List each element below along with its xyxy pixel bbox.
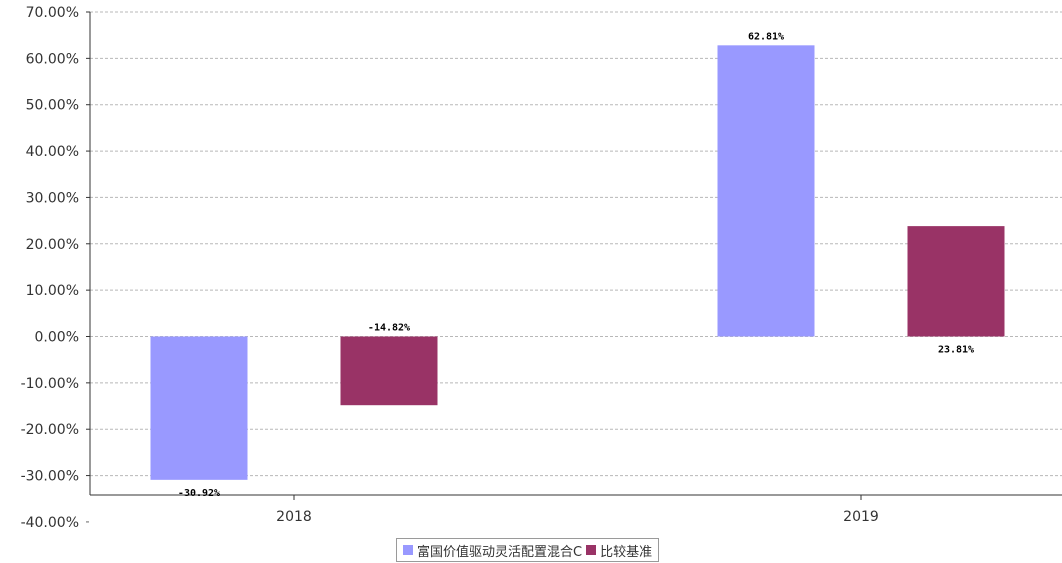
data-label: 23.81%: [938, 345, 974, 356]
x-tick-label: 2019: [843, 509, 879, 525]
bar-2019-series-2: [907, 226, 1005, 337]
bars: [150, 45, 1005, 480]
y-tick-labels: 70.00% 60.00% 50.00% 40.00% 30.00% 20.00% 10.0…: [21, 5, 90, 531]
y-tick-label: 0.00%: [35, 330, 79, 346]
y-tick-label: 70.00%: [26, 5, 79, 21]
legend-label-series-2: 比较基准: [600, 544, 653, 560]
gridlines: [90, 11, 1062, 477]
y-tick-label: 50.00%: [26, 98, 79, 114]
y-tick-label: -40.00%: [21, 515, 79, 531]
x-tick-labels: 2018 2019: [276, 495, 879, 525]
y-tick-label: 20.00%: [26, 237, 79, 253]
y-tick-label: 10.00%: [26, 283, 79, 299]
y-tick-label: 40.00%: [26, 144, 79, 160]
data-label: -14.82%: [368, 323, 410, 334]
bar-2018-series-2: [340, 336, 438, 406]
data-label: -30.92%: [178, 488, 220, 499]
y-tick-label: -20.00%: [21, 422, 79, 438]
bar-2018-series-1: [150, 336, 248, 480]
data-labels: -30.92% -14.82% 62.81% 23.81%: [178, 31, 974, 499]
x-tick-label: 2018: [276, 509, 312, 525]
y-tick-label: -30.00%: [21, 469, 79, 485]
y-tick-label: 60.00%: [26, 51, 79, 67]
legend-item-series-2: 比较基准: [586, 541, 652, 560]
legend: 富国价值驱动灵活配置混合C 比较基准: [396, 538, 660, 562]
legend-swatch-series-1: [403, 545, 413, 555]
y-tick-label: 30.00%: [26, 190, 79, 206]
legend-label-series-1: 富国价值驱动灵活配置混合C: [417, 544, 583, 560]
data-label: 62.81%: [748, 31, 784, 42]
axes: [89, 12, 1062, 496]
legend-swatch-series-2: [586, 545, 597, 555]
bar-2019-series-1: [717, 45, 815, 337]
legend-item-series-1: 富国价值驱动灵活配置混合C: [403, 541, 582, 560]
y-tick-label: -10.00%: [21, 376, 79, 392]
